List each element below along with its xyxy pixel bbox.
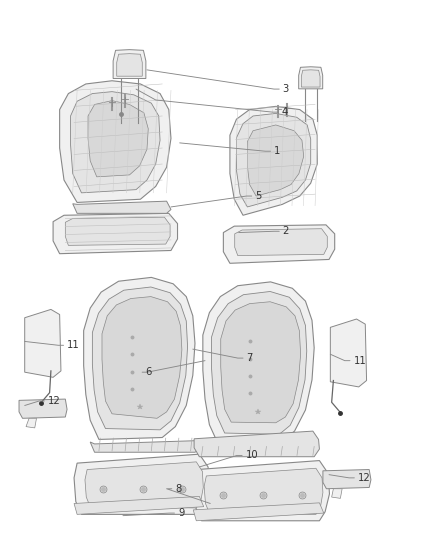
Polygon shape	[19, 399, 67, 418]
Polygon shape	[113, 50, 146, 78]
Text: 7: 7	[247, 353, 253, 363]
Text: 12: 12	[358, 473, 371, 483]
Polygon shape	[194, 461, 329, 521]
Text: 1: 1	[274, 146, 280, 156]
Polygon shape	[330, 319, 367, 387]
Polygon shape	[90, 441, 200, 452]
Polygon shape	[332, 489, 342, 498]
Polygon shape	[230, 107, 317, 215]
Text: 9: 9	[178, 508, 184, 518]
Text: 4: 4	[282, 107, 288, 117]
Text: 3: 3	[283, 84, 289, 94]
Polygon shape	[53, 213, 177, 254]
Text: 6: 6	[146, 367, 152, 377]
Polygon shape	[71, 92, 160, 193]
Polygon shape	[85, 462, 203, 508]
Polygon shape	[74, 454, 209, 514]
Polygon shape	[235, 229, 327, 256]
Polygon shape	[247, 125, 304, 196]
Polygon shape	[73, 201, 171, 213]
Polygon shape	[299, 67, 323, 89]
Polygon shape	[193, 503, 324, 521]
Polygon shape	[301, 70, 320, 87]
Text: 11: 11	[353, 356, 366, 366]
Text: 11: 11	[67, 340, 80, 350]
Polygon shape	[203, 282, 314, 444]
Polygon shape	[212, 292, 307, 434]
Polygon shape	[84, 277, 195, 439]
Polygon shape	[323, 470, 371, 489]
Polygon shape	[117, 54, 142, 76]
Polygon shape	[221, 302, 300, 423]
Polygon shape	[88, 101, 148, 177]
Polygon shape	[92, 287, 187, 430]
Polygon shape	[74, 496, 204, 514]
Text: 5: 5	[255, 191, 261, 201]
Polygon shape	[204, 469, 323, 514]
Polygon shape	[237, 114, 311, 207]
Text: 12: 12	[48, 396, 60, 406]
Polygon shape	[25, 310, 61, 377]
Polygon shape	[102, 296, 182, 418]
Polygon shape	[26, 418, 36, 428]
Polygon shape	[65, 217, 170, 245]
Polygon shape	[60, 81, 171, 203]
Text: 2: 2	[283, 227, 289, 236]
Polygon shape	[223, 225, 335, 263]
Text: 8: 8	[175, 484, 182, 494]
Text: 10: 10	[246, 450, 258, 461]
Polygon shape	[194, 431, 319, 457]
